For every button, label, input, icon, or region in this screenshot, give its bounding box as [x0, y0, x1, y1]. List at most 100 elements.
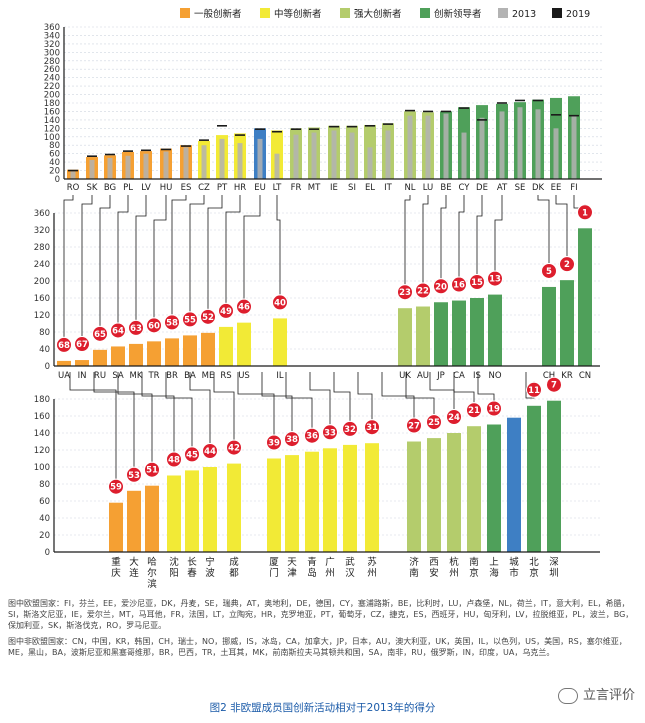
eu-country-note: 图中欧盟国家：FI，芬兰，EE，爱沙尼亚，DK，丹麦，SE，瑞典，AT，奥地利，… — [8, 599, 634, 630]
x-tick-label: LV — [141, 183, 151, 193]
rank-badge-text: 20 — [435, 282, 447, 292]
x-tick-label: UK — [399, 371, 411, 381]
y-tick-label: 140 — [34, 429, 50, 439]
x-tick-label: 滨 — [147, 578, 157, 590]
connector-哈尔滨 — [117, 372, 153, 462]
x-tick-label: 圳 — [549, 568, 559, 579]
watermark-text: 立言评价 — [582, 688, 635, 703]
x-tick-label: 市 — [509, 567, 519, 579]
rank-badge-text: 15 — [471, 278, 483, 288]
rank-badge — [433, 278, 449, 295]
connector-济南 — [381, 372, 415, 418]
bar-2013-FR — [293, 134, 299, 179]
bar-CA — [452, 300, 466, 366]
x-tick-label: IT — [384, 183, 393, 193]
y-tick-label: 340 — [44, 31, 60, 41]
y-tick-label: 0 — [45, 362, 50, 372]
x-tick-label: 津 — [287, 568, 297, 579]
legend-swatch — [552, 8, 562, 18]
y-tick-label: 360 — [34, 209, 50, 219]
bar-西安 — [427, 438, 441, 552]
connector-西安 — [405, 372, 435, 415]
legend-label: 2019 — [566, 9, 590, 20]
x-tick-label: 大 — [129, 556, 139, 568]
bar-2013-EL — [367, 147, 373, 179]
bar-2013-HU — [163, 151, 169, 179]
bar-AU — [416, 306, 430, 366]
rank-badge — [184, 446, 200, 463]
rank-badge — [236, 298, 252, 315]
connector-武汉 — [333, 372, 351, 421]
non-eu-country-note: 图中非欧盟国家：CN，中国，KR，韩国，CH，瑞士，NO，挪威，IS，冰岛，CA… — [8, 637, 627, 657]
rank-badge-text: 48 — [168, 456, 180, 466]
rank-badge-text: 59 — [110, 483, 122, 493]
x-tick-label: 沈 — [169, 556, 179, 568]
rank-badge — [559, 256, 575, 273]
rank-badge — [364, 419, 380, 436]
x-tick-label: LU — [423, 183, 434, 193]
chart-legend: 一般创新者 中等创新者 强大创新者 创新领导者 2013 2019 — [180, 8, 590, 20]
x-tick-label: US — [238, 371, 250, 381]
rank-badge-text: 13 — [489, 275, 501, 285]
x-tick-label: FI — [570, 183, 577, 193]
x-tick-label: 武 — [345, 556, 355, 568]
rank-badge-text: 16 — [453, 281, 465, 291]
rank-badge — [144, 461, 160, 478]
x-tick-label: CH — [543, 371, 555, 381]
connector-RU — [99, 195, 111, 326]
x-tick-label: 波 — [205, 567, 215, 579]
x-tick-label: 庆 — [111, 567, 121, 579]
x-tick-label: EL — [365, 183, 375, 193]
x-tick-label: 哈 — [147, 556, 157, 568]
bar-UA — [57, 360, 71, 366]
connector-US — [243, 195, 261, 299]
x-tick-label: AU — [417, 371, 429, 381]
rank-badge-text: 58 — [166, 318, 178, 328]
bar-长春 — [185, 470, 199, 552]
bar-重庆 — [109, 502, 123, 552]
legend-swatch — [498, 8, 508, 18]
connector-JP — [440, 195, 447, 279]
rank-badge — [397, 284, 413, 301]
y-tick-label: 0 — [55, 175, 60, 185]
rank-badge-text: 23 — [399, 288, 411, 298]
bar-2013-EE — [553, 128, 559, 179]
y-tick-label: 220 — [44, 82, 60, 92]
legend-swatch — [180, 8, 190, 18]
rank-badge — [92, 325, 108, 342]
x-tick-label: RU — [94, 371, 106, 381]
x-tick-label: 京 — [469, 567, 479, 579]
x-tick-label: BR — [166, 371, 178, 381]
y-tick-label: 320 — [44, 40, 60, 50]
rank-badge — [128, 319, 144, 336]
connector-IN — [81, 195, 93, 337]
rank-badge — [526, 381, 542, 398]
x-tick-label: MK — [130, 371, 143, 381]
rank-badge-text: 51 — [146, 466, 158, 476]
x-tick-label: 岛 — [307, 567, 317, 579]
rank-badge — [226, 439, 242, 456]
connector-UK — [404, 195, 411, 285]
x-tick-label: RS — [220, 371, 231, 381]
bar-RU — [93, 349, 107, 366]
bar-2013-LV — [143, 153, 149, 179]
x-tick-label: PL — [123, 183, 133, 193]
x-tick-label: IN — [78, 371, 87, 381]
connector-SA — [117, 195, 129, 323]
wechat-logo-icon — [557, 687, 578, 704]
y-tick-label: 180 — [44, 99, 60, 109]
bar-深圳 — [547, 400, 561, 552]
rank-badge-text: 22 — [417, 287, 429, 297]
bar-IL — [273, 318, 287, 366]
y-tick-label: 20 — [39, 531, 50, 541]
y-tick-label: 300 — [44, 48, 60, 58]
x-tick-label: KR — [561, 371, 573, 381]
rank-badge — [487, 270, 503, 287]
y-tick-label: 140 — [44, 116, 60, 126]
x-tick-label: NL — [404, 183, 415, 193]
x-tick-label: FR — [291, 183, 302, 193]
connector-RS — [225, 195, 241, 303]
connector-上海 — [477, 372, 495, 401]
x-tick-label: 海 — [489, 567, 499, 579]
x-tick-label: 州 — [367, 568, 377, 579]
